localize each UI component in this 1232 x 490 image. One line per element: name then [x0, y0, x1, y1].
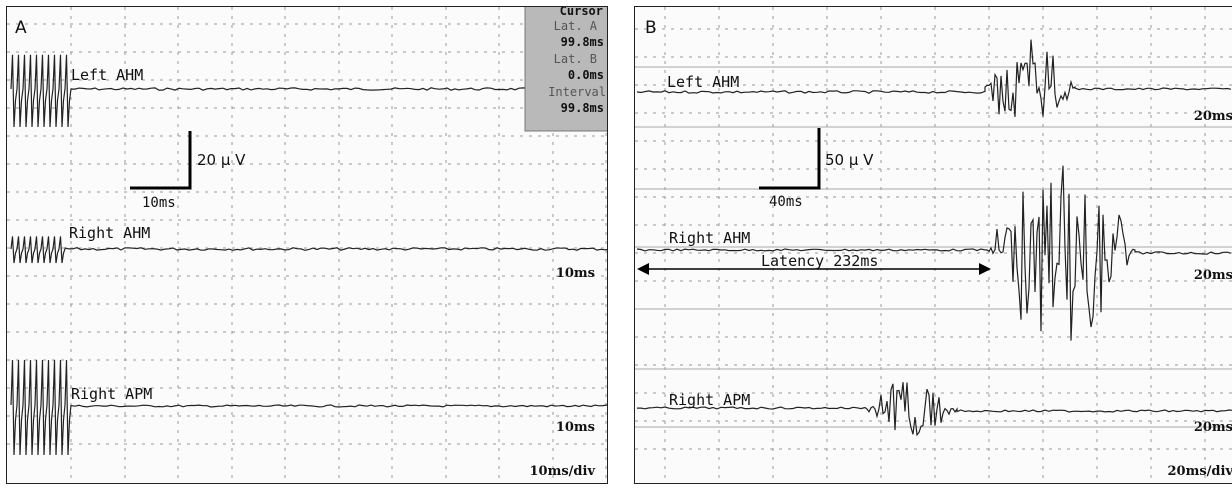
panel-a-letter: A [15, 18, 27, 38]
panel-a-trace-right-apm [11, 360, 607, 455]
panel-b-gain-right-ahm: 20ms [1194, 268, 1232, 283]
panel-a-label-right-apm: Right APM [71, 385, 152, 403]
panel-b-scale-amplitude: 50 μ V [825, 151, 874, 169]
cursor-interval-label: Interval [548, 85, 606, 99]
panel-b-label-right-apm: Right APM [669, 391, 750, 409]
cursor-readout: Cursor Lat. A 99.8ms Lat. B 0.0ms Interv… [525, 7, 608, 131]
panel-a: A Left AHM Right AHM Right APM 10ms 10ms… [6, 6, 608, 484]
cursor-lat-a-label: Lat. A [554, 19, 598, 33]
panel-a-label-left-ahm: Left AHM [71, 66, 143, 84]
panel-a-gain-right-apm: 10ms [556, 420, 595, 435]
panel-a-sweep-label: 10ms/div [530, 464, 596, 479]
panel-b-label-left-ahm: Left AHM [667, 73, 739, 91]
cursor-lat-a-value: 99.8ms [561, 35, 604, 49]
panel-a-gain-right-ahm: 10ms [556, 266, 595, 281]
panel-b-letter: B [645, 18, 657, 38]
panel-b-sweep-label: 20ms/div [1168, 464, 1232, 479]
cursor-lat-b-value: 0.0ms [568, 68, 604, 82]
panel-b: B Left AHM Right AHM Right APM 20ms 20ms… [634, 6, 1232, 484]
panel-a-scale-bar [130, 131, 190, 188]
panel-a-scale-amplitude: 20 μ V [197, 151, 246, 169]
cursor-interval-value: 99.8ms [561, 101, 604, 115]
cursor-title: Cursor [560, 7, 603, 18]
panel-a-plot: A Left AHM Right AHM Right APM 10ms 10ms… [7, 7, 608, 484]
panel-a-label-right-ahm: Right AHM [69, 224, 150, 242]
panel-b-plot: B Left AHM Right AHM Right APM 20ms 20ms… [635, 7, 1232, 484]
latency-label: Latency 232ms [761, 252, 878, 270]
panel-b-scale-bar [759, 128, 819, 188]
cursor-lat-b-label: Lat. B [554, 52, 597, 66]
panel-b-label-right-ahm: Right AHM [669, 229, 750, 247]
panel-b-scale-time: 40ms [769, 194, 803, 210]
panel-a-scale-time: 10ms [142, 195, 176, 211]
panel-b-gain-left-ahm: 20ms [1194, 109, 1232, 124]
panel-b-gain-right-apm: 20ms [1194, 420, 1232, 435]
